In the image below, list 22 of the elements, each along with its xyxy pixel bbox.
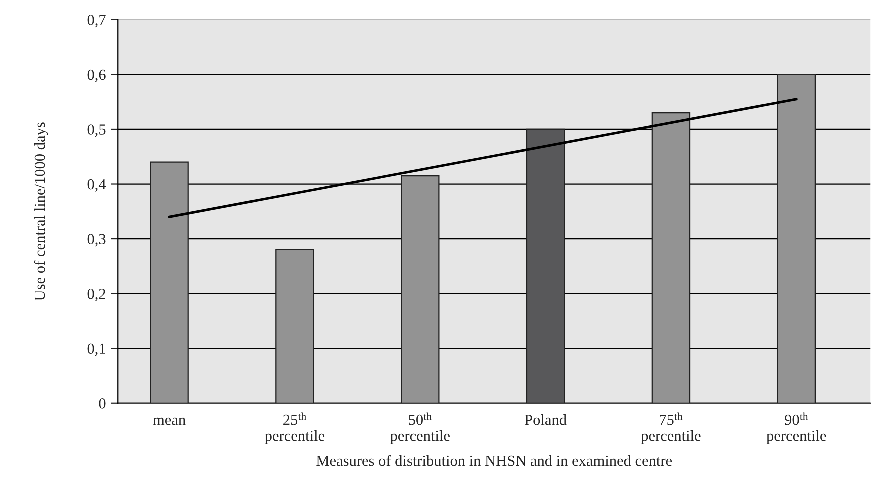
bar (401, 175, 440, 404)
y-tick-label: 0,1 (88, 344, 106, 356)
x-tick-label: mean (153, 418, 186, 426)
y-tick-label: 0,5 (88, 124, 106, 138)
y-tick-label: 0,3 (88, 234, 106, 247)
x-tick-label: 90$^{th}$ percentile (766, 412, 826, 444)
bar (526, 128, 566, 404)
bar (652, 112, 691, 404)
x-tick-label: 75$^{th}$ percentile (641, 412, 701, 444)
y-tick-label: 0,7 (88, 15, 106, 28)
x-tick-label: 50$^{th}$ percentile (390, 412, 450, 444)
y-axis-title: Use of central line/1000 days (34, 122, 48, 301)
y-tick-label: 0,2 (88, 288, 106, 302)
x-axis-title: Measures of distribution in NHSN and in examined centre (316, 455, 672, 466)
bar (777, 74, 816, 404)
y-tick-label: 0,4 (88, 179, 106, 192)
y-tick-label: 0 (99, 398, 106, 409)
x-tick-label: 25$^{th}$ percentile (265, 412, 325, 444)
bar (276, 249, 314, 404)
bar (150, 162, 189, 404)
x-tick-label: Poland (525, 414, 567, 426)
y-tick-label: 0,6 (88, 70, 106, 82)
